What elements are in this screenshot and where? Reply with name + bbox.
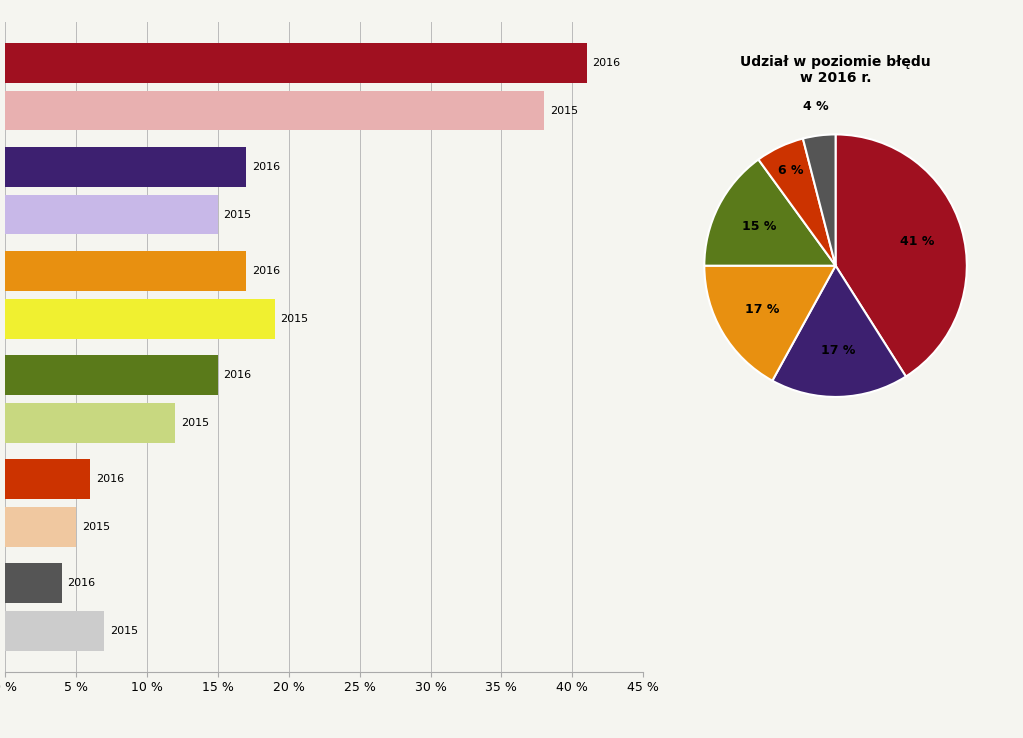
Bar: [5, 147, 247, 187]
Text: 2015: 2015: [223, 210, 252, 220]
Bar: [5, 611, 104, 651]
Bar: [5, 355, 218, 395]
Text: 2016: 2016: [252, 266, 280, 276]
Bar: [5, 43, 586, 83]
Bar: [5, 195, 218, 235]
Text: 2016: 2016: [252, 162, 280, 172]
Text: 2016: 2016: [223, 370, 252, 380]
Bar: [5, 563, 61, 603]
Text: 2015: 2015: [181, 418, 209, 428]
Bar: [5, 299, 274, 339]
Text: Udział w poziomie błędu
w 2016 r.: Udział w poziomie błędu w 2016 r.: [741, 55, 931, 85]
Text: 2016: 2016: [592, 58, 620, 68]
Text: 2015: 2015: [280, 314, 308, 324]
Text: 2015: 2015: [549, 106, 578, 116]
Bar: [5, 251, 247, 291]
Text: 2016: 2016: [96, 474, 124, 484]
Text: 2016: 2016: [68, 578, 95, 588]
Text: 2015: 2015: [110, 626, 138, 636]
Bar: [5, 507, 76, 547]
Bar: [5, 459, 90, 499]
Text: 2015: 2015: [82, 522, 109, 532]
Bar: [5, 403, 175, 443]
Bar: [5, 91, 544, 131]
